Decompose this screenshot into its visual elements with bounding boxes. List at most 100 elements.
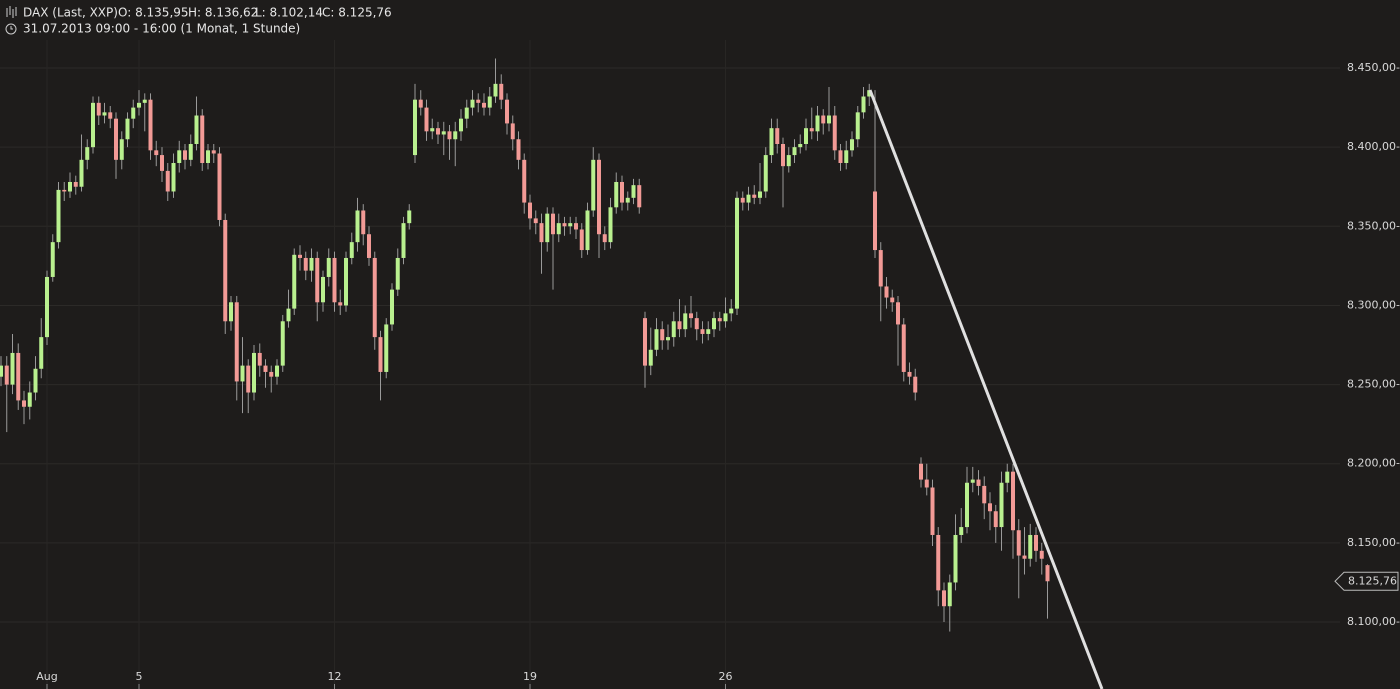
candle-body [188,143,193,160]
candle-body [585,210,590,251]
candle-body [890,297,895,303]
candle-body [160,155,164,171]
candle-body [850,139,854,151]
candle-body [269,371,274,377]
candle-body [453,131,458,140]
chart-title: DAX (Last, XXP) [23,6,118,20]
candle-body [464,107,469,119]
candle-body [344,257,348,306]
candle-body [556,223,561,235]
candle-body [913,376,918,393]
x-tick-label: 5 [136,670,143,683]
candle-body [459,118,463,132]
candle-body [349,242,354,258]
candle-body [355,210,360,243]
candle-body [372,257,377,338]
candle-body [510,123,515,140]
candle-body [263,365,268,372]
candle-body [568,223,573,227]
candle-body [321,276,325,303]
y-tick-label: 8.200,00- [1347,457,1400,470]
y-tick-label: 8.150,00- [1347,536,1400,549]
candle-body [516,139,521,160]
candle-body [1039,550,1044,559]
candle-body [165,170,170,192]
candle-body [137,102,141,108]
candle-body [533,218,538,224]
candle-body [873,191,877,251]
candle-body [114,118,118,160]
candle-body [947,582,952,607]
candle-body [965,482,969,528]
candle-body [706,329,711,334]
candle-body [1045,565,1050,582]
candle-body [0,365,3,377]
low-value: L: 8.102,14 [255,6,323,20]
candle-body [275,365,279,377]
candle-body [545,213,550,243]
candle-body [919,463,923,480]
candle-body [884,286,889,298]
candle-body [292,254,297,309]
candle-body [959,527,964,535]
candle-body [844,150,849,163]
candle-body [901,324,906,372]
candle-body [476,99,481,103]
candle-body [240,365,245,382]
chart-subtitle: 31.07.2013 09:00 - 16:00 (1 Monat, 1 Stu… [23,22,300,36]
candle-body [620,181,624,203]
x-tick-label: 26 [719,670,733,683]
candle-body [729,308,734,314]
candle-body [407,210,412,224]
candle-body [62,189,67,192]
candle-body [1005,471,1010,483]
candle-body [430,128,435,132]
candle-body [907,371,912,377]
candle-body [315,257,320,303]
candle-body [108,112,113,119]
candles [0,58,1050,632]
candle-body [119,139,124,160]
candle-body [194,115,199,144]
candle-body [361,210,366,235]
candle-body [752,194,757,198]
candle-body [723,313,728,322]
candle-body [229,302,233,322]
price-marker [1334,571,1399,591]
candle-body [395,257,400,290]
candle-body [73,181,78,187]
candle-body [499,83,504,100]
candle-body [1034,534,1038,551]
candle-body [447,131,452,140]
candle-body [838,150,843,163]
candle-body [200,115,205,163]
candle-body [763,155,768,192]
candle-body [482,102,486,108]
candle-body [976,479,981,486]
candle-body [608,207,613,243]
candle-body [689,313,693,319]
candle-body [775,128,780,144]
axes: 8.100,00- 8.150,00- 8.200,00- 8.250,00- 8.30… [36,61,1400,689]
candle-body [551,213,555,235]
candle-body [68,181,72,192]
candle-body [999,482,1004,528]
candle-body [286,308,291,322]
open-value: O: 8.135,95 [118,6,189,20]
candle-body [102,112,107,116]
candle-body [539,223,544,243]
candle-body [970,479,975,483]
candle-body [413,99,417,156]
candle-body [79,159,84,187]
candle-body [660,329,665,341]
x-tick-label: 19 [523,670,537,683]
candle-body [781,143,785,167]
candle-body [988,503,992,512]
candle-body [326,257,331,277]
close-value: C: 8.125,76 [322,6,392,20]
candle-body [677,321,682,330]
candle-body [993,511,998,528]
candle-body [171,162,176,192]
candle-body [257,352,262,366]
candle-body [740,197,745,203]
